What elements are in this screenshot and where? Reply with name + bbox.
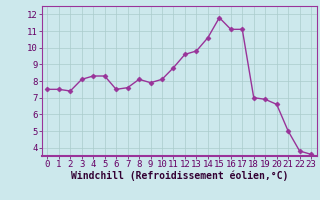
X-axis label: Windchill (Refroidissement éolien,°C): Windchill (Refroidissement éolien,°C) xyxy=(70,171,288,181)
